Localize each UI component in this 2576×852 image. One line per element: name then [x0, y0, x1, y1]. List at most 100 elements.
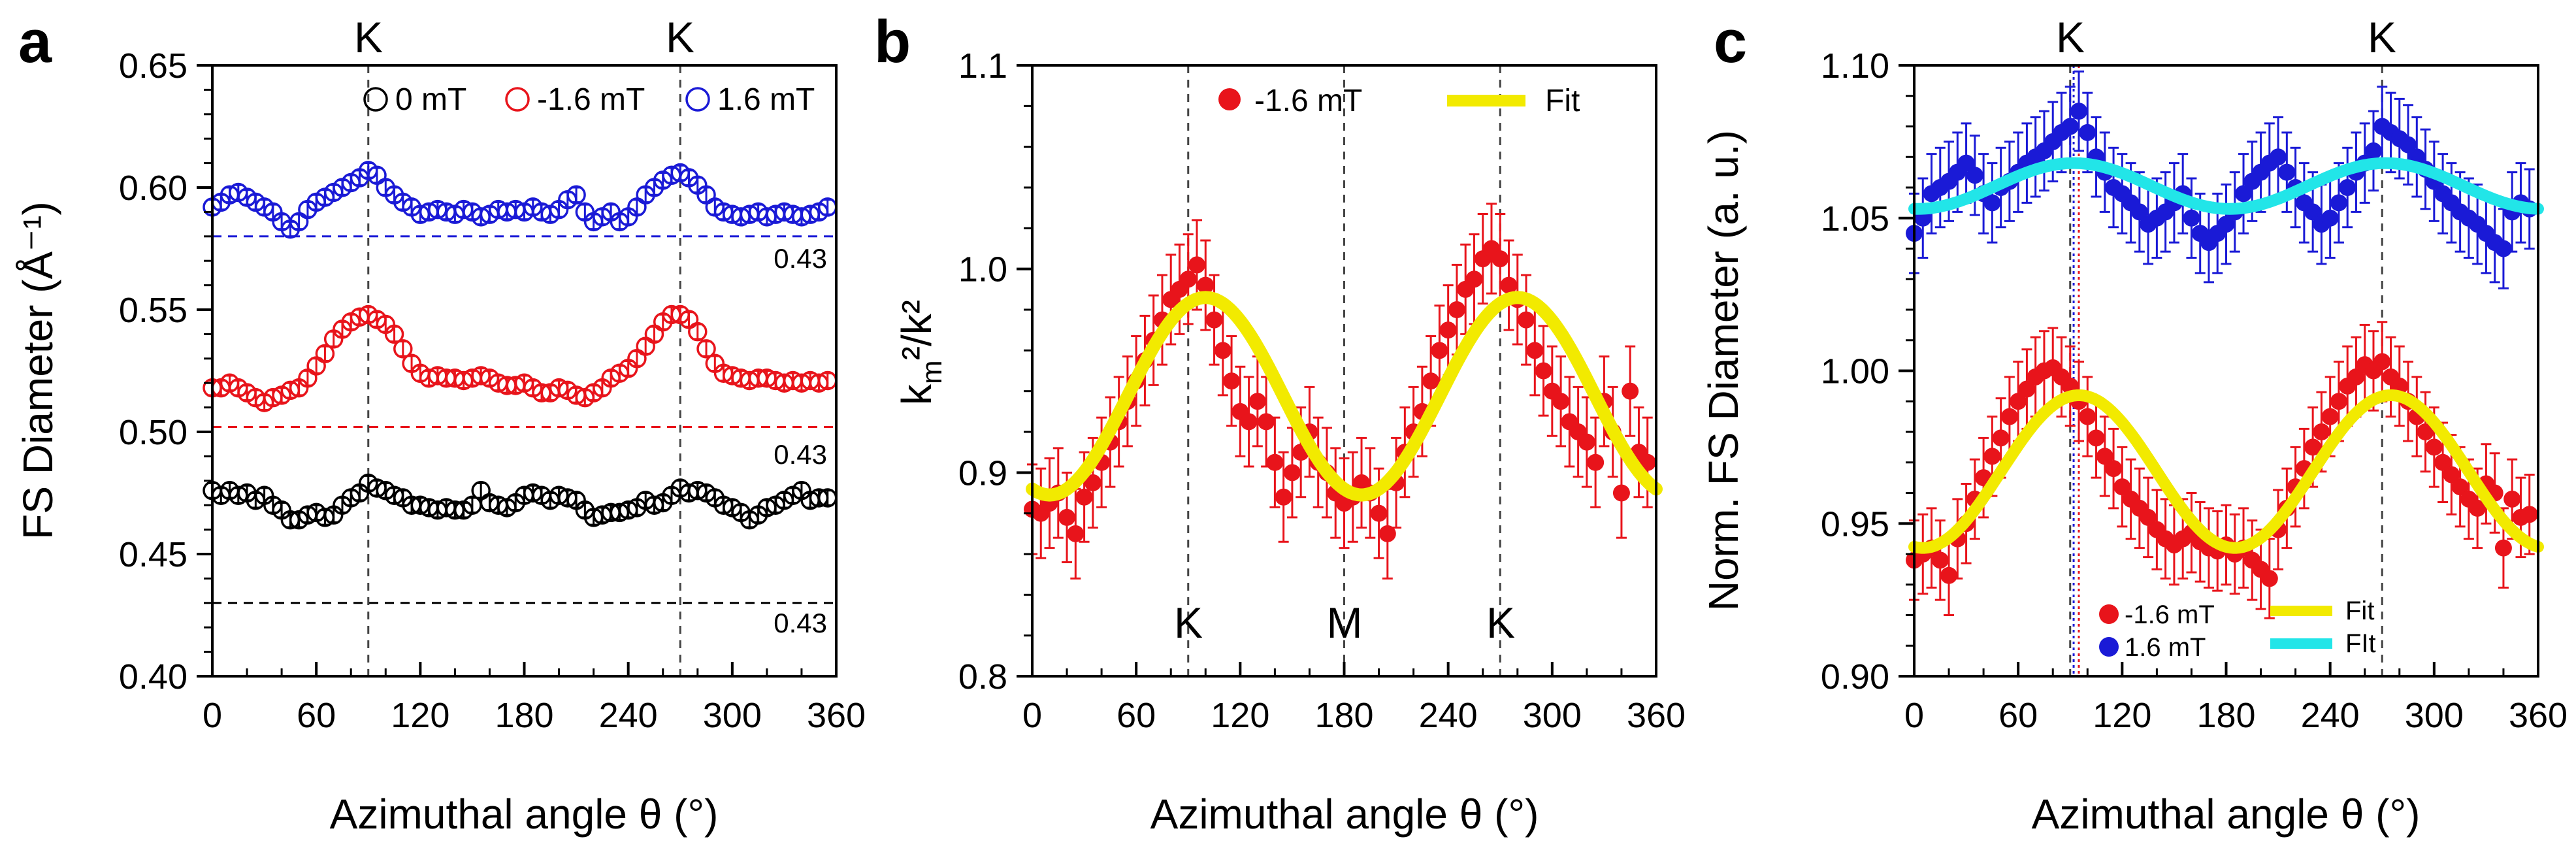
- panel-c-data-point: [2140, 508, 2157, 526]
- panel-c-x-tick-label: 60: [1998, 696, 2038, 735]
- panel-c-y-tick-label: 1.05: [1821, 199, 1889, 238]
- panel-c-y-tick-label: 0.95: [1821, 504, 1889, 544]
- panel-c-series: [1906, 70, 2538, 619]
- panel-a-k-label-left: K: [354, 13, 383, 61]
- panel-a-data-point: [384, 324, 404, 344]
- legend-label-c-neg1.6mT: -1.6 mT: [2125, 600, 2215, 629]
- panel-b: b 0 60 120 180 240 300 360 0.8 0.9 1.0 1.1 -1.6 mT…: [874, 8, 1686, 838]
- panel-b-data-point: [1067, 525, 1084, 542]
- panel-c-x-tick-label: 300: [2405, 696, 2464, 735]
- panel-b-fit: [1026, 291, 1663, 502]
- panel-a-data-point: [393, 339, 413, 359]
- panel-c-data-point: [1983, 194, 2001, 212]
- panel-c-fit-curve: [1908, 157, 2544, 215]
- panel-b-data-point: [1075, 488, 1093, 506]
- panel-b-data-point: [1258, 413, 1275, 431]
- panel-c-data-point: [2330, 194, 2347, 212]
- panel-c-data-point: [2079, 123, 2096, 141]
- panel-b-y-axis-title: km²/k²: [893, 300, 948, 405]
- panel-b-data-point: [1439, 321, 1457, 339]
- panel-c-data-point: [2321, 209, 2339, 227]
- panel-b-m-label: M: [1327, 598, 1363, 647]
- panel-b-data-point: [1205, 311, 1223, 329]
- panel-c-k-label-left: K: [2056, 13, 2085, 61]
- panel-c-fit-curve: [1908, 389, 2544, 554]
- panel-b-k-label-left: K: [1174, 598, 1203, 647]
- panel-b-x-tick-label: 360: [1627, 696, 1686, 735]
- panel-b-x-tick-label: 300: [1523, 696, 1582, 735]
- panel-c-data-point: [2096, 448, 2113, 465]
- panel-a-data-point: [688, 321, 708, 342]
- panel-b-x-tick-label: 180: [1314, 696, 1373, 735]
- panel-a-x-tick-label: 360: [807, 696, 866, 735]
- panel-c-x-axis-title: Azimuthal angle θ (°): [2032, 791, 2421, 838]
- panel-b-legend: -1.6 mT Fit: [1218, 84, 1580, 118]
- panel-a-data-point: [566, 185, 586, 205]
- panel-a-baseline-label-neg1.6mT: 0.43: [774, 439, 827, 470]
- panel-b-x-tick-label: 120: [1211, 696, 1269, 735]
- panel-c-data-point: [2313, 423, 2330, 440]
- panel-b-x-axis-title: Azimuthal angle θ (°): [1150, 791, 1539, 838]
- panel-b-x-tick-label: 240: [1419, 696, 1478, 735]
- panel-c-x-tick-label: 360: [2509, 696, 2568, 735]
- panel-a-baseline-label-0mT: 0.43: [774, 608, 827, 638]
- panel-b-data-point: [1266, 453, 1284, 471]
- legend-marker-c-neg1.6mT: [2099, 604, 2119, 624]
- legend-label-0mT: 0 mT: [395, 82, 466, 117]
- panel-c-data-point: [2330, 393, 2347, 410]
- panel-a-y-tick-label: 0.60: [119, 169, 187, 208]
- panel-a-legend: 0 mT -1.6 mT 1.6 mT: [363, 82, 815, 117]
- panel-b-data-point: [1223, 372, 1241, 390]
- panel-c-data-point: [2260, 570, 2278, 587]
- panel-c-data-point: [1966, 167, 1983, 184]
- panel-c-data-point: [2347, 368, 2365, 385]
- panel-a-x-tick-label: 120: [391, 696, 449, 735]
- panel-c-data-point: [2494, 240, 2512, 257]
- panel-b-data-point: [1587, 453, 1605, 471]
- panel-c-data-point: [2235, 185, 2253, 203]
- panel-a-y-tick-label: 0.55: [119, 291, 187, 330]
- panel-b-data-point: [1465, 270, 1483, 288]
- panel-b-data-point: [1448, 301, 1465, 318]
- panel-b-data-point: [1248, 393, 1266, 410]
- panel-c-data-point: [2321, 408, 2339, 425]
- panel-b-x-tick-label: 60: [1117, 696, 1156, 735]
- legend-label-b-fit: Fit: [1545, 84, 1580, 118]
- panel-c-data-point: [2469, 499, 2486, 517]
- panel-b-data-point: [1492, 250, 1509, 268]
- panel-c-x-tick-label: 120: [2093, 696, 2151, 735]
- panel-c-data-point: [2087, 429, 2105, 447]
- panel-c-data-point: [2183, 209, 2200, 227]
- legend-marker-0mT: [363, 87, 388, 112]
- panel-b-data-point: [1500, 276, 1518, 294]
- panel-a-x-tick-label: 0: [203, 696, 222, 735]
- panel-c-data-point: [1940, 566, 1958, 584]
- panel-a-x-axis-title: Azimuthal angle θ (°): [330, 791, 719, 838]
- panel-b-y-tick-label: 0.9: [958, 453, 1007, 493]
- panel-c-data-point: [2217, 216, 2235, 233]
- legend-label-neg1.6mT: -1.6 mT: [537, 82, 645, 117]
- panel-a-x-tick-label: 300: [703, 696, 762, 735]
- panel-b-y-tick-label: 0.8: [958, 657, 1007, 696]
- panel-c-x-tick-label: 180: [2196, 696, 2255, 735]
- panel-c: c 0 60 120 180 240 300 360 0.90 0.95 1.00 1.05 1.10…: [1700, 8, 2568, 838]
- panel-b-data-point: [1188, 256, 1206, 274]
- panel-a-k-label-right: K: [666, 13, 694, 61]
- panel-c-legend: -1.6 mT 1.6 mT Fit FIt: [2099, 597, 2376, 662]
- panel-c-fits: [1908, 157, 2544, 554]
- panel-c-data-point: [2494, 539, 2512, 557]
- panel-a: a 0 60 120 180 240 300 360 0.40 0.45 0.50 0.55 0.60…: [14, 8, 866, 838]
- panel-letter-c: c: [1714, 8, 1747, 75]
- panel-a-y-tick-label: 0.40: [119, 657, 187, 696]
- panel-a-data-point: [315, 344, 335, 364]
- panel-c-data-point: [2373, 353, 2391, 370]
- panel-c-data-point: [2503, 490, 2521, 508]
- panel-c-x-tick-label: 240: [2301, 696, 2360, 735]
- panel-c-k-label-right: K: [2368, 13, 2396, 61]
- panel-b-k-label-right: K: [1486, 598, 1515, 647]
- panel-a-series: [203, 161, 838, 530]
- legend-label-c-1.6mT: 1.6 mT: [2125, 633, 2206, 662]
- panel-a-axes: 0 60 120 180 240 300 360 0.40 0.45 0.50 0.55 0.60 0.…: [119, 46, 866, 735]
- legend-marker-c-1.6mT: [2099, 637, 2119, 657]
